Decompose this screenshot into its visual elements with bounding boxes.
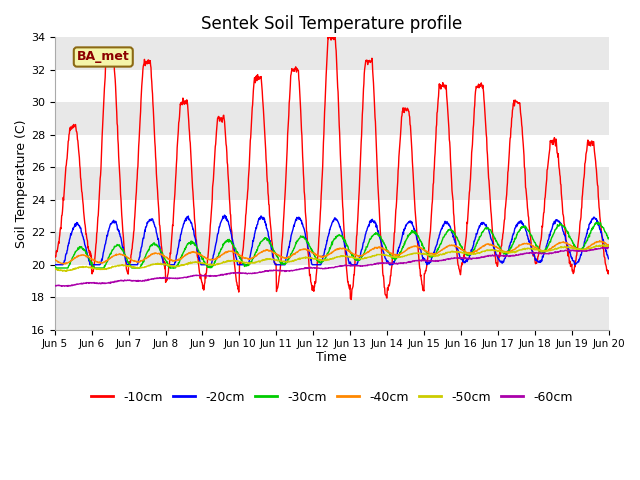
-60cm (236, 270, 244, 276)
-30cm (605, 235, 612, 241)
Bar (55, 102, 609, 135)
-60cm (540, 250, 547, 256)
-30cm (175, 260, 182, 266)
Bar (55, 232, 609, 265)
Bar (55, 297, 609, 330)
Bar (55, 70, 609, 102)
-50cm (63, 268, 70, 274)
-30cm (52, 265, 60, 271)
-30cm (51, 264, 59, 269)
-60cm (490, 253, 498, 259)
Bar (55, 168, 609, 200)
-20cm (161, 262, 168, 268)
-10cm (540, 210, 547, 216)
-10cm (328, 31, 336, 37)
-50cm (490, 248, 498, 253)
-20cm (174, 245, 182, 251)
-30cm (490, 236, 498, 241)
-60cm (64, 284, 72, 289)
Line: -30cm: -30cm (55, 222, 609, 268)
-50cm (51, 265, 59, 271)
-10cm (161, 263, 168, 269)
-30cm (418, 242, 426, 248)
-20cm (418, 252, 426, 257)
-20cm (51, 262, 59, 268)
-20cm (490, 246, 498, 252)
-60cm (51, 283, 59, 288)
Line: -20cm: -20cm (55, 215, 609, 265)
-10cm (605, 268, 612, 274)
Line: -50cm: -50cm (55, 245, 609, 271)
-40cm (605, 242, 612, 248)
-50cm (600, 242, 608, 248)
-20cm (540, 253, 547, 259)
-40cm (418, 246, 426, 252)
-50cm (161, 262, 169, 268)
X-axis label: Time: Time (316, 351, 347, 364)
-30cm (540, 248, 547, 254)
-10cm (51, 254, 59, 260)
-50cm (175, 264, 182, 269)
-20cm (236, 262, 244, 268)
-40cm (236, 253, 244, 259)
-50cm (236, 258, 244, 264)
-40cm (540, 248, 547, 254)
-10cm (236, 261, 244, 266)
Line: -40cm: -40cm (55, 240, 609, 264)
Y-axis label: Soil Temperature (C): Soil Temperature (C) (15, 119, 28, 248)
-50cm (418, 251, 426, 257)
Text: BA_met: BA_met (77, 50, 130, 63)
Line: -60cm: -60cm (55, 248, 609, 287)
-40cm (490, 243, 498, 249)
-50cm (605, 244, 612, 250)
-30cm (161, 256, 169, 262)
-10cm (491, 251, 499, 256)
-60cm (605, 245, 612, 251)
-20cm (605, 256, 612, 262)
Bar (55, 265, 609, 297)
-40cm (60, 261, 67, 267)
Legend: -10cm, -20cm, -30cm, -40cm, -50cm, -60cm: -10cm, -20cm, -30cm, -40cm, -50cm, -60cm (86, 385, 578, 408)
-20cm (221, 212, 228, 218)
-50cm (540, 248, 547, 253)
Bar (55, 135, 609, 168)
-60cm (418, 258, 426, 264)
-60cm (175, 276, 182, 281)
Title: Sentek Soil Temperature profile: Sentek Soil Temperature profile (201, 15, 462, 33)
Bar (55, 200, 609, 232)
-10cm (419, 282, 426, 288)
-40cm (161, 254, 169, 260)
Line: -10cm: -10cm (55, 34, 609, 300)
-10cm (348, 297, 355, 302)
Bar (55, 37, 609, 70)
-30cm (236, 254, 244, 260)
-40cm (175, 257, 182, 263)
-40cm (596, 238, 604, 243)
-10cm (174, 135, 182, 141)
-40cm (51, 257, 59, 263)
-60cm (161, 275, 169, 281)
-30cm (595, 219, 602, 225)
